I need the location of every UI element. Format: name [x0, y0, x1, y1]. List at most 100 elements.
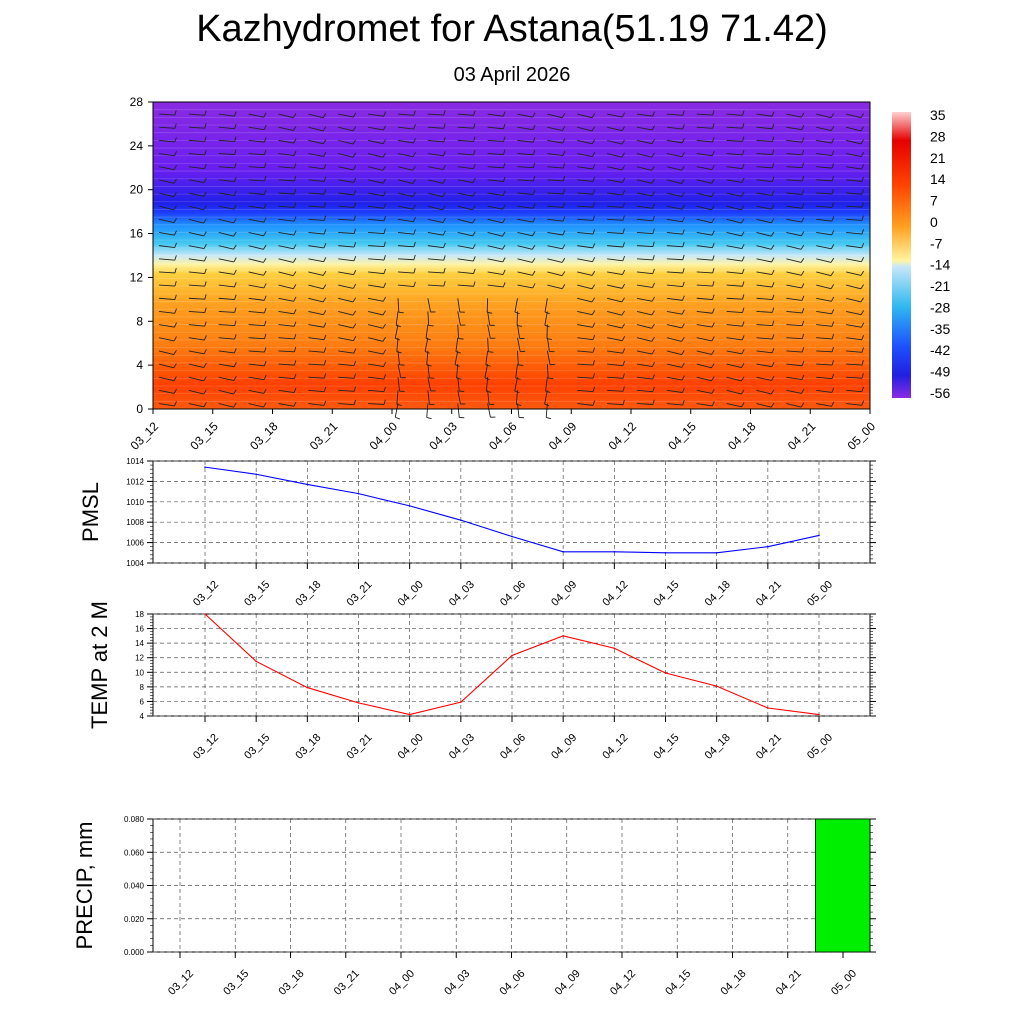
- wind-barb-feather: [682, 400, 685, 406]
- x-tick-label: 04_21: [754, 732, 784, 762]
- wind-barb-feather: [621, 310, 625, 316]
- wind-barb-feather: [681, 375, 685, 381]
- wind-barb-feather: [293, 373, 297, 379]
- data-point: [562, 550, 564, 553]
- colorbar-label: -14: [930, 257, 950, 273]
- wind-barb-feather: [234, 282, 237, 288]
- wind-barb-feather: [562, 216, 566, 222]
- wind-barb-feather: [711, 178, 715, 184]
- wind-barb: [726, 284, 743, 287]
- wind-barb: [487, 271, 504, 275]
- wind-barb: [636, 389, 653, 393]
- wind-barb: [607, 258, 623, 262]
- wind-barb-feather: [742, 123, 745, 129]
- wind-barb-feather: [830, 257, 835, 263]
- wind-barb: [487, 192, 504, 196]
- x-tick-label: 05_00: [805, 732, 835, 762]
- wind-barb-feather: [651, 336, 655, 342]
- wind-barb: [607, 337, 623, 342]
- wind-barb-feather: [174, 322, 177, 328]
- wind-barb-feather: [173, 350, 177, 355]
- wind-barb-feather: [292, 284, 297, 289]
- wind-barb-feather: [831, 138, 835, 144]
- wind-barb: [786, 297, 803, 301]
- data-point: [357, 492, 360, 495]
- wind-barb-feather: [621, 165, 626, 171]
- wind-barb: [756, 192, 773, 196]
- wind-barb-feather: [382, 296, 387, 302]
- x-tick-label: 04_06: [498, 579, 528, 609]
- wind-barb: [846, 297, 862, 303]
- wind-barb: [846, 324, 862, 328]
- wind-barb: [368, 403, 385, 405]
- wind-barb: [547, 139, 563, 144]
- wind-barb-feather: [770, 231, 775, 237]
- wind-barb: [188, 350, 205, 355]
- wind-barb: [547, 218, 564, 222]
- wind-barb: [696, 310, 713, 314]
- colorbar-label: 35: [930, 107, 946, 123]
- wind-barb-feather: [516, 403, 522, 407]
- wind-barb-feather: [621, 126, 625, 131]
- wind-barb-feather: [830, 271, 835, 276]
- wind-barb-feather: [323, 334, 327, 340]
- wind-barb: [726, 337, 743, 341]
- wind-barb: [218, 166, 235, 169]
- data-point: [818, 534, 820, 537]
- wind-barb-feather: [203, 231, 207, 237]
- wind-barb-feather: [831, 321, 835, 327]
- wind-barb: [517, 179, 534, 182]
- wind-barb: [786, 403, 802, 408]
- wind-barb: [846, 153, 862, 157]
- y-tick-label: 20: [130, 183, 144, 197]
- data-point: [357, 702, 360, 704]
- x-tick-label: 04_12: [600, 579, 630, 609]
- wind-barb-feather: [712, 123, 715, 129]
- chart-title: Kazhydromet for Astana(51.19 71.42): [196, 8, 828, 50]
- wind-barb-feather: [652, 111, 655, 117]
- wind-barb-feather: [801, 124, 805, 130]
- wind-barb: [457, 284, 474, 287]
- wind-barb-feather: [395, 416, 401, 420]
- x-tick-label: 04_12: [608, 968, 638, 998]
- wind-barb: [457, 192, 473, 197]
- wind-barb: [218, 376, 234, 381]
- wind-barb-feather: [532, 189, 536, 195]
- wind-barb-feather: [322, 284, 327, 290]
- wind-barb-feather: [830, 244, 835, 249]
- colorbar: [892, 112, 911, 398]
- wind-barb: [368, 350, 384, 355]
- wind-barb-feather: [264, 320, 267, 326]
- wind-barb-feather: [548, 377, 554, 380]
- wind-barb-feather: [592, 360, 595, 366]
- wind-barb: [308, 192, 325, 195]
- wind-barb: [457, 311, 461, 326]
- x-tick-label: 05_00: [829, 968, 859, 998]
- wind-barb: [666, 297, 683, 301]
- wind-barb: [786, 166, 803, 169]
- wind-barb-feather: [442, 178, 446, 184]
- wind-barb: [607, 166, 623, 171]
- wind-barb-feather: [651, 296, 655, 302]
- wind-barb: [636, 139, 653, 145]
- wind-barb-feather: [383, 125, 387, 131]
- wind-barb: [425, 324, 429, 339]
- y-axis-label: PRECIP, mm: [72, 822, 97, 950]
- wind-barb-feather: [831, 175, 834, 182]
- wind-barb: [756, 324, 773, 327]
- wind-barb: [517, 192, 534, 195]
- wind-barb-feather: [412, 179, 416, 184]
- wind-barb-feather: [681, 309, 685, 315]
- wind-barb: [726, 376, 742, 382]
- wind-barb: [308, 179, 325, 182]
- wind-barb: [248, 389, 264, 394]
- wind-barb-feather: [532, 137, 536, 143]
- wind-barb: [666, 113, 683, 116]
- x-tick-label: 04_18: [719, 968, 749, 998]
- y-tick-label: 6: [140, 697, 145, 706]
- wind-barb: [308, 376, 325, 379]
- wind-barb-feather: [293, 360, 297, 366]
- wind-barb: [696, 139, 713, 143]
- wind-barb: [248, 403, 264, 408]
